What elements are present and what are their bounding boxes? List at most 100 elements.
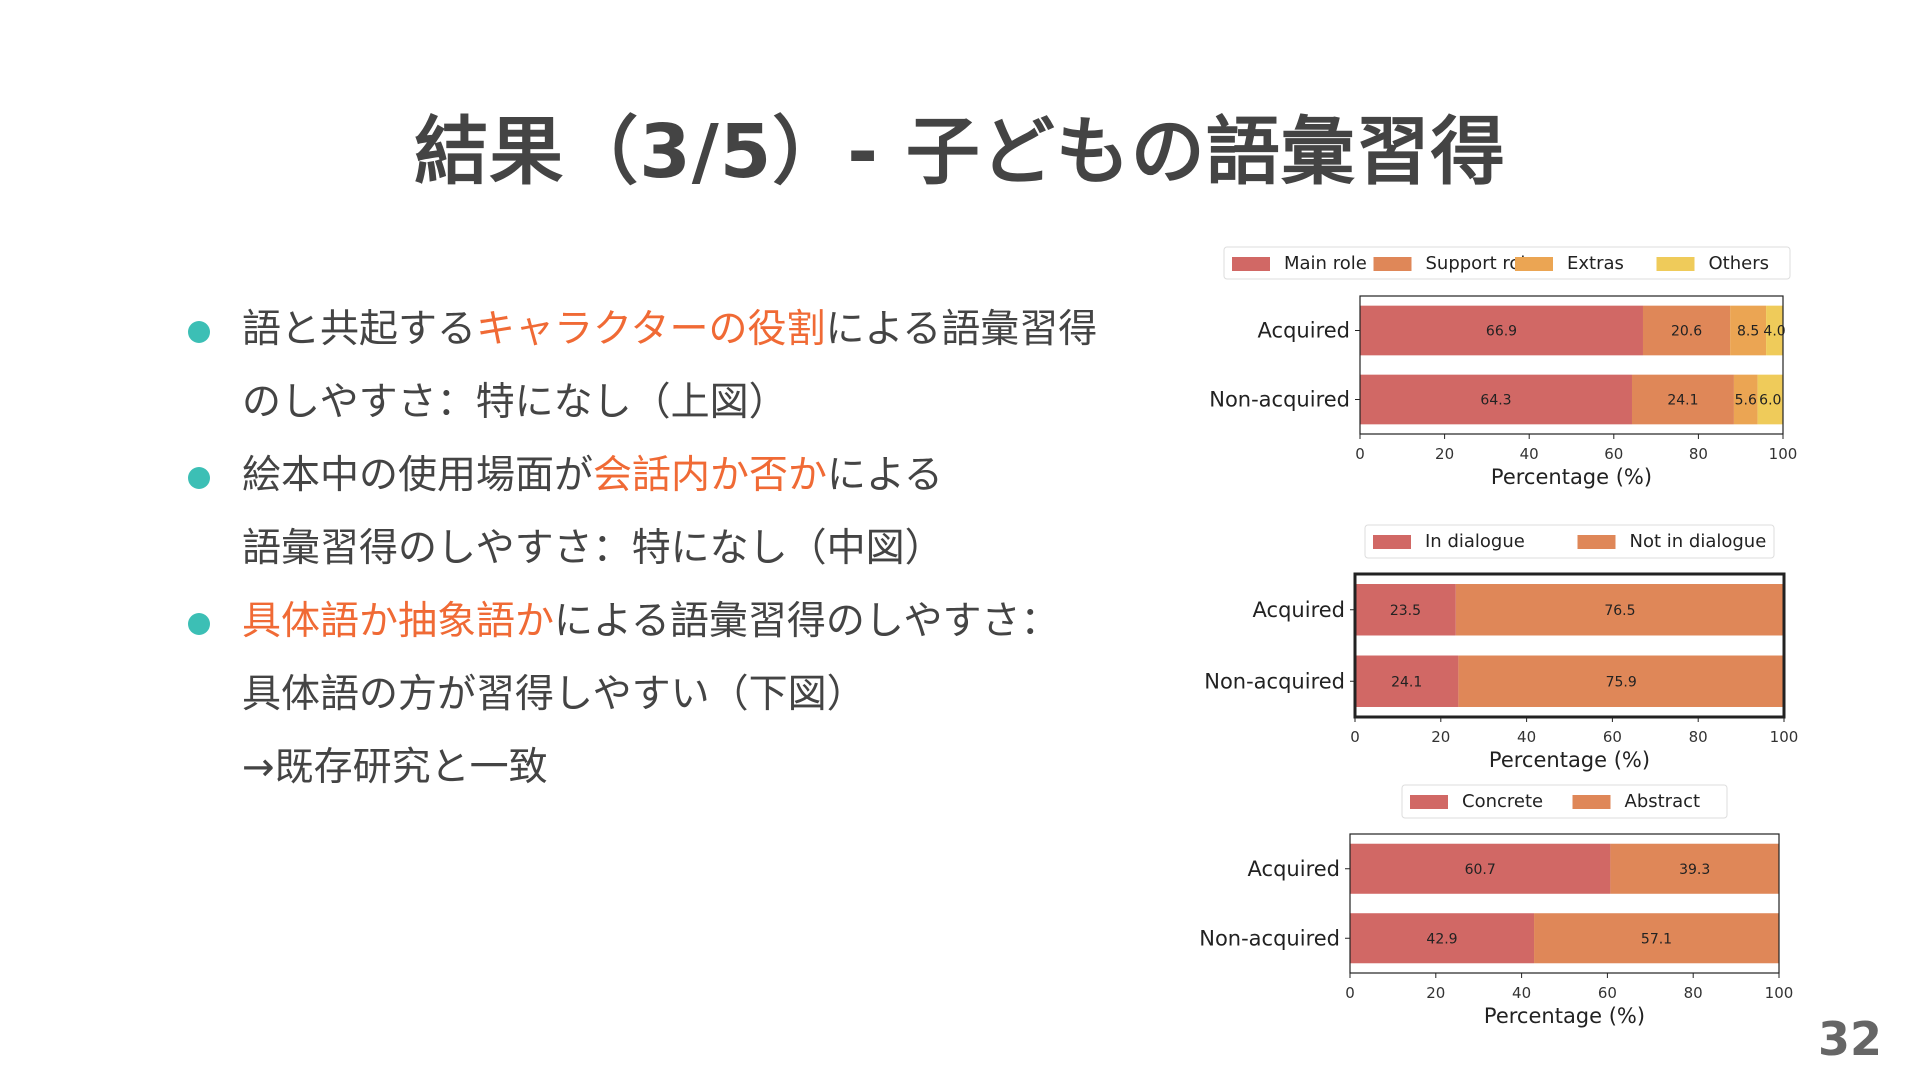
bullet-line: 具体語の方が習得しやすい（下図） xyxy=(180,665,1160,738)
bar-value-label: 64.3 xyxy=(1480,393,1511,409)
bar-segment xyxy=(1631,374,1734,425)
bullet-text: 語と共起する xyxy=(242,307,477,352)
bullet-line: のしやすさ：特になし（上図） xyxy=(180,373,1160,446)
bar-value-label: 20.6 xyxy=(1671,324,1702,340)
bullet-text: →既存研究と一致 xyxy=(242,745,548,790)
bullet-text: のしやすさ：特になし（上図） xyxy=(242,380,788,425)
bullet-list: 語と共起するキャラクターの役割による語彙習得のしやすさ：特になし（上図） 絵本中の… xyxy=(180,300,1160,811)
plot-frame xyxy=(1349,833,1780,974)
x-tick-label: 0 xyxy=(1345,984,1355,1002)
bar-segment xyxy=(1534,913,1779,964)
bar-value-label: 5.6 xyxy=(1735,393,1757,409)
legend-label: Main role xyxy=(1284,253,1367,274)
slide-title: 結果（3/5）- 子どもの語彙習得 xyxy=(414,109,1506,195)
legend-label: Not in dialogue xyxy=(1630,531,1767,552)
x-tick-label: 60 xyxy=(1598,984,1617,1002)
legend-swatch xyxy=(1656,257,1695,271)
legend-swatch xyxy=(1577,535,1616,549)
page-number: 32 xyxy=(1817,1012,1882,1066)
x-tick-label: 100 xyxy=(1765,984,1794,1002)
legend-swatch xyxy=(1373,535,1411,549)
legend-label: Extras xyxy=(1567,253,1624,274)
y-tick-label: Non-acquired xyxy=(1204,669,1345,693)
bar-segment xyxy=(1355,655,1459,707)
bullet-text: 絵本中の使用場面が xyxy=(242,453,594,498)
y-tick-label: Acquired xyxy=(1253,598,1345,622)
x-tick-label: 20 xyxy=(1426,984,1445,1002)
legend-label: Concrete xyxy=(1462,791,1543,812)
x-tick-label: 40 xyxy=(1517,728,1536,746)
x-tick-label: 60 xyxy=(1604,445,1623,463)
x-tick-label: 40 xyxy=(1520,445,1539,463)
bar-value-label: 75.9 xyxy=(1606,674,1637,690)
bar-segment xyxy=(1350,843,1611,894)
bar-value-label: 23.5 xyxy=(1390,603,1421,619)
bullet-line: 語と共起するキャラクターの役割による語彙習得 xyxy=(180,300,1160,373)
bar-segment xyxy=(1733,374,1758,425)
bar-segment xyxy=(1355,584,1456,636)
bar-segment xyxy=(1766,305,1783,356)
plot-frame xyxy=(1359,295,1784,435)
bullet-dot-icon xyxy=(188,613,210,635)
bar-value-label: 60.7 xyxy=(1465,862,1496,878)
bullet-line: 絵本中の使用場面が会話内か否かによる xyxy=(180,446,1160,519)
legend-box xyxy=(1364,524,1775,559)
bar-value-label: 42.9 xyxy=(1426,931,1457,947)
bar-segment xyxy=(1360,374,1632,425)
x-tick-label: 40 xyxy=(1512,984,1531,1002)
bar-value-label: 66.9 xyxy=(1486,324,1517,340)
bar-value-label: 6.0 xyxy=(1759,393,1781,409)
legend-label: Support role xyxy=(1426,253,1537,274)
bar-segment xyxy=(1350,913,1535,964)
bar-value-label: 39.3 xyxy=(1679,862,1710,878)
highlight-text: 具体語か抽象語か xyxy=(242,599,555,644)
x-tick-label: 20 xyxy=(1435,445,1454,463)
bar-value-label: 24.1 xyxy=(1667,393,1698,409)
x-tick-label: 20 xyxy=(1431,728,1450,746)
legend-swatch xyxy=(1572,795,1611,809)
bullet-line: 具体語か抽象語かによる語彙習得のしやすさ： xyxy=(180,592,1160,665)
bar-value-label: 4.0 xyxy=(1763,324,1785,340)
x-tick-label: 80 xyxy=(1689,728,1708,746)
bullet-text: による xyxy=(827,453,943,498)
x-tick-label: 0 xyxy=(1355,445,1365,463)
legend-swatch xyxy=(1515,257,1553,271)
bullet-dot-icon xyxy=(188,321,210,343)
legend-label: In dialogue xyxy=(1425,531,1525,552)
highlight-text: 会話内か否か xyxy=(593,453,828,498)
x-tick-label: 60 xyxy=(1603,728,1622,746)
legend-label: Abstract xyxy=(1625,791,1701,812)
bar-segment xyxy=(1360,305,1643,356)
y-tick-label: Non-acquired xyxy=(1209,388,1350,412)
bar-segment xyxy=(1458,655,1784,707)
bullet-text: による語彙習得のしやすさ： xyxy=(554,599,1060,644)
bar-segment xyxy=(1610,843,1779,894)
x-tick-label: 80 xyxy=(1689,445,1708,463)
legend-box xyxy=(1223,246,1791,280)
x-tick-label: 80 xyxy=(1684,984,1703,1002)
plot-frame xyxy=(1353,572,1786,719)
x-axis-label: Percentage (%) xyxy=(1484,1004,1645,1028)
bar-value-label: 8.5 xyxy=(1737,324,1759,340)
bullet-text: 具体語の方が習得しやすい（下図） xyxy=(242,672,866,717)
x-tick-label: 100 xyxy=(1769,445,1798,463)
bullet-line: 語彙習得のしやすさ：特になし（中図） xyxy=(180,519,1160,592)
y-tick-label: Acquired xyxy=(1258,319,1350,343)
legend-box xyxy=(1401,784,1728,819)
x-axis-label: Percentage (%) xyxy=(1491,465,1652,489)
bar-value-label: 76.5 xyxy=(1604,603,1635,619)
bar-segment xyxy=(1730,305,1767,356)
y-tick-label: Non-acquired xyxy=(1199,926,1340,950)
legend-swatch xyxy=(1232,257,1270,271)
x-tick-label: 0 xyxy=(1350,728,1360,746)
bullet-dot-icon xyxy=(188,467,210,489)
bar-segment xyxy=(1757,374,1783,425)
legend-swatch xyxy=(1410,795,1448,809)
highlight-text: キャラクターの役割 xyxy=(476,307,826,352)
bullet-line: →既存研究と一致 xyxy=(180,738,1160,811)
legend-label: Others xyxy=(1709,253,1770,274)
legend-swatch xyxy=(1373,257,1412,271)
bar-value-label: 24.1 xyxy=(1391,674,1422,690)
bar-segment xyxy=(1642,305,1731,356)
x-axis-label: Percentage (%) xyxy=(1489,748,1650,772)
